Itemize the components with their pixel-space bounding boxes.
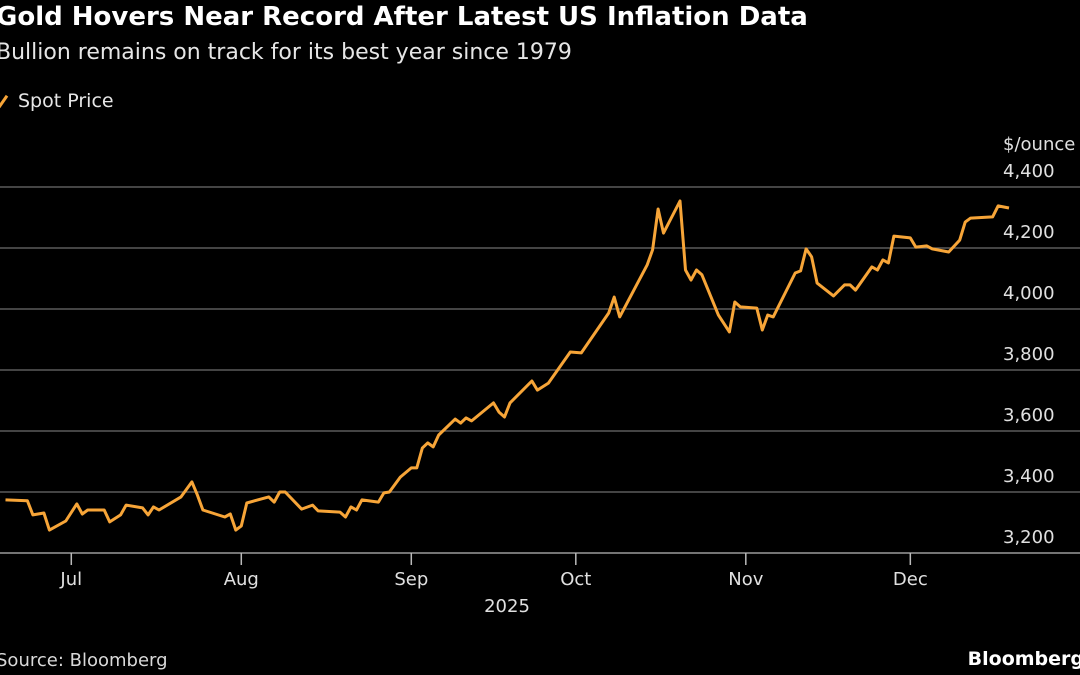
- chart-title: Gold Hovers Near Record After Latest US …: [0, 2, 808, 32]
- y-tick-label: 4,200: [1003, 222, 1055, 243]
- legend-label: Spot Price: [18, 90, 114, 112]
- y-tick-label: 3,400: [1003, 466, 1055, 487]
- y-tick-label: 3,800: [1003, 344, 1055, 365]
- series-line-spot-price: [5, 199, 1010, 532]
- x-tick-label: Oct: [560, 569, 591, 590]
- chart-subtitle: Bullion remains on track for its best ye…: [0, 40, 572, 65]
- y-axis-unit: $/ounce: [1003, 134, 1075, 155]
- x-tick-label: Dec: [893, 569, 928, 590]
- x-tick-label: Sep: [394, 569, 428, 590]
- source-note: Source: Bloomberg: [0, 650, 168, 671]
- y-tick-label: 3,200: [1003, 527, 1055, 548]
- x-tick-label: Jul: [59, 569, 82, 590]
- x-tick-label: Nov: [728, 569, 763, 590]
- x-axis-year: 2025: [484, 596, 530, 617]
- legend: Spot Price: [0, 90, 114, 112]
- y-tick-label: 4,000: [1003, 283, 1055, 304]
- y-tick-label: 4,400: [1003, 161, 1055, 182]
- x-tick-label: Aug: [224, 569, 259, 590]
- y-tick-label: 3,600: [1003, 405, 1055, 426]
- bloomberg-logo: Bloomberg: [967, 648, 1080, 670]
